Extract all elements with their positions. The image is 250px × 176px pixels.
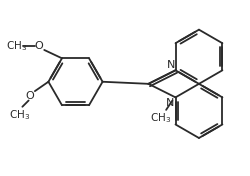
- Text: N: N: [166, 98, 174, 108]
- Text: O: O: [25, 91, 34, 101]
- Text: O: O: [35, 41, 43, 51]
- Text: CH$_3$: CH$_3$: [150, 111, 172, 125]
- Text: CH$_3$: CH$_3$: [6, 39, 27, 53]
- Text: CH$_3$: CH$_3$: [9, 108, 30, 122]
- Text: N: N: [167, 60, 175, 70]
